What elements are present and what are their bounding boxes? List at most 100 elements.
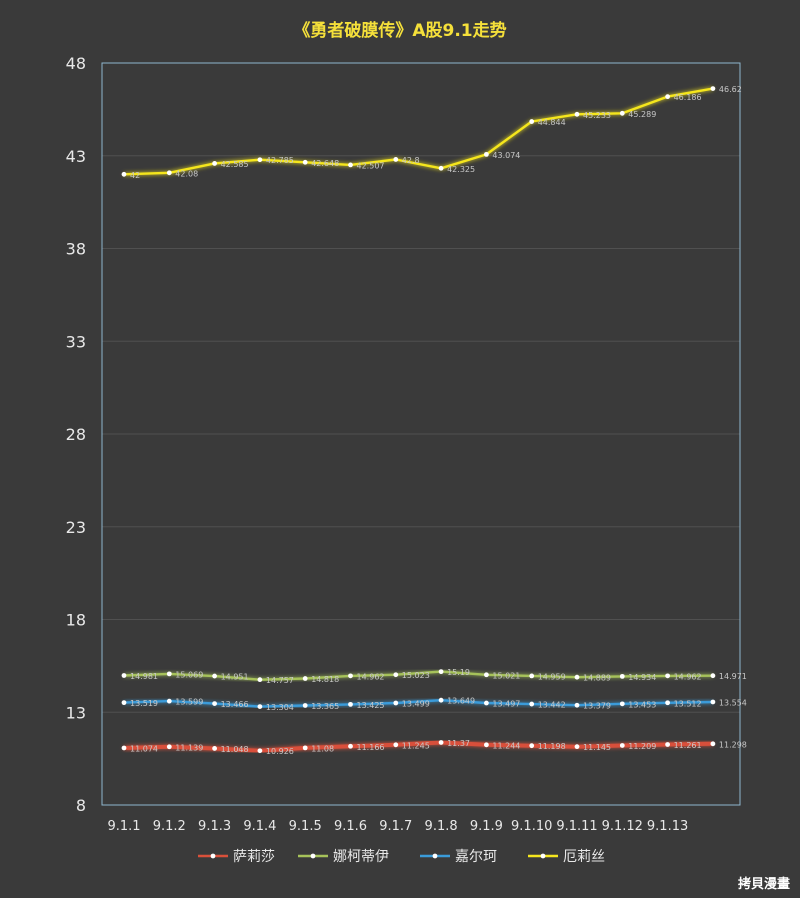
x-axis-ticks: 9.1.1 9.1.2 9.1.3 9.1.4 9.1.5 9.1.6 9.1.7 9.1.8… xyxy=(107,819,688,834)
legend-marker xyxy=(432,853,438,859)
series-4: 42 42.08 42.585 42.785 42.648 42.507 42.8 42.32… xyxy=(121,85,742,180)
data-label: 11.244 xyxy=(492,741,520,750)
series-layer: 11.074 11.139 11.048 10.926 11.08 11.166 11.24… xyxy=(121,85,747,756)
data-label: 11.08 xyxy=(311,744,334,753)
data-label: 45.233 xyxy=(583,111,611,120)
data-label: 15.023 xyxy=(402,671,430,680)
data-point xyxy=(484,700,489,706)
y-tick-label: 13 xyxy=(66,703,86,722)
data-label: 13.599 xyxy=(175,698,203,707)
data-label: 13.512 xyxy=(674,699,702,708)
data-point xyxy=(348,701,353,707)
data-label: 14.962 xyxy=(357,672,385,681)
x-tick-label: 9.1.7 xyxy=(379,819,412,834)
x-tick-label: 9.1.12 xyxy=(602,819,643,834)
data-label: 42 xyxy=(130,171,140,180)
data-point xyxy=(393,742,399,748)
data-label: 14.971 xyxy=(719,672,747,681)
data-point xyxy=(121,745,127,751)
data-point xyxy=(302,676,308,681)
data-label: 14.962 xyxy=(674,672,702,681)
data-point xyxy=(619,701,625,707)
data-point xyxy=(302,703,308,708)
data-label: 15.021 xyxy=(492,671,520,680)
data-label: 13.466 xyxy=(221,700,249,709)
y-tick-label: 43 xyxy=(66,147,86,166)
x-tick-label: 9.1.6 xyxy=(334,819,367,834)
data-point xyxy=(166,744,172,750)
x-tick-label: 9.1.4 xyxy=(243,819,276,834)
data-label: 42.8 xyxy=(402,156,420,165)
data-label: 42.325 xyxy=(447,165,475,174)
legend-label: 萨莉莎 xyxy=(233,849,275,865)
y-tick-label: 18 xyxy=(66,611,86,630)
data-point xyxy=(302,745,308,751)
data-label: 11.209 xyxy=(628,742,656,751)
y-tick-label: 48 xyxy=(66,54,86,73)
data-point xyxy=(574,702,580,708)
data-point xyxy=(348,673,353,679)
watermark: 拷貝漫畫 xyxy=(738,876,790,892)
data-label: 14.959 xyxy=(538,672,566,681)
data-point xyxy=(619,743,625,748)
data-label: 42.585 xyxy=(221,160,249,169)
data-label: 11.139 xyxy=(175,743,203,752)
data-point xyxy=(710,741,716,747)
data-point xyxy=(257,677,263,683)
data-point xyxy=(710,86,716,91)
y-tick-label: 23 xyxy=(66,518,86,537)
data-label: 13.379 xyxy=(583,702,611,711)
series-1: 11.074 11.139 11.048 10.926 11.08 11.166 11.24… xyxy=(121,739,747,756)
data-point xyxy=(529,673,535,679)
series-line xyxy=(123,670,713,681)
data-point xyxy=(212,161,218,166)
data-point xyxy=(121,673,127,678)
data-point xyxy=(529,119,535,124)
x-tick-label: 9.1.11 xyxy=(556,819,597,834)
data-point xyxy=(121,700,127,706)
data-point xyxy=(121,171,127,177)
data-point xyxy=(438,669,444,675)
chart-title: 《勇者破膜传》A股9.1走势 xyxy=(293,20,506,41)
legend-marker xyxy=(310,853,316,859)
series-line xyxy=(123,87,714,176)
x-tick-label: 9.1.2 xyxy=(153,819,186,834)
x-tick-label: 9.1.8 xyxy=(425,819,458,834)
data-point xyxy=(619,673,625,679)
legend-label: 娜柯蒂伊 xyxy=(333,849,389,865)
data-point xyxy=(393,700,399,706)
data-label: 13.554 xyxy=(719,698,747,707)
data-label: 15.19 xyxy=(447,668,470,677)
data-label: 13.453 xyxy=(628,700,656,709)
y-axis-ticks: 48 43 38 33 28 23 18 13 8 xyxy=(66,54,86,815)
data-label: 11.166 xyxy=(357,743,385,752)
data-point xyxy=(212,673,218,679)
data-label: 11.145 xyxy=(583,743,611,752)
data-label: 13.499 xyxy=(402,699,430,708)
data-label: 11.245 xyxy=(402,741,430,750)
data-label: 42.648 xyxy=(311,159,339,168)
data-label: 13.442 xyxy=(538,701,566,710)
data-point xyxy=(438,740,444,745)
data-point xyxy=(257,157,263,163)
legend-label: 厄莉丝 xyxy=(563,849,605,865)
legend-marker xyxy=(540,853,546,859)
data-label: 13.304 xyxy=(266,703,294,712)
data-label: 10.926 xyxy=(266,747,294,756)
x-tick-label: 9.1.10 xyxy=(511,819,552,834)
data-label: 13.519 xyxy=(130,699,158,708)
data-point xyxy=(710,699,716,705)
legend-label: 嘉尔珂 xyxy=(455,849,497,865)
data-point xyxy=(393,672,399,678)
data-label: 13.649 xyxy=(447,697,475,706)
legend-item: 嘉尔珂 xyxy=(420,849,497,865)
data-label: 45.289 xyxy=(628,110,656,119)
data-point xyxy=(574,111,580,117)
x-tick-label: 9.1.9 xyxy=(470,819,503,834)
data-point xyxy=(484,742,489,748)
data-point xyxy=(438,697,444,703)
data-point xyxy=(302,159,308,165)
data-label: 11.298 xyxy=(719,740,747,749)
data-label: 11.198 xyxy=(538,742,566,751)
